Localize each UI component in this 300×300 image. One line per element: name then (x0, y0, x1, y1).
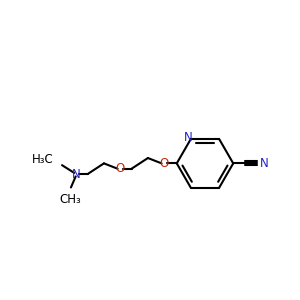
Text: N: N (72, 168, 81, 181)
Text: N: N (184, 130, 193, 144)
Text: O: O (116, 162, 125, 175)
Text: O: O (160, 157, 169, 170)
Text: H₃C: H₃C (32, 153, 54, 166)
Text: N: N (260, 157, 268, 170)
Text: CH₃: CH₃ (59, 194, 81, 206)
